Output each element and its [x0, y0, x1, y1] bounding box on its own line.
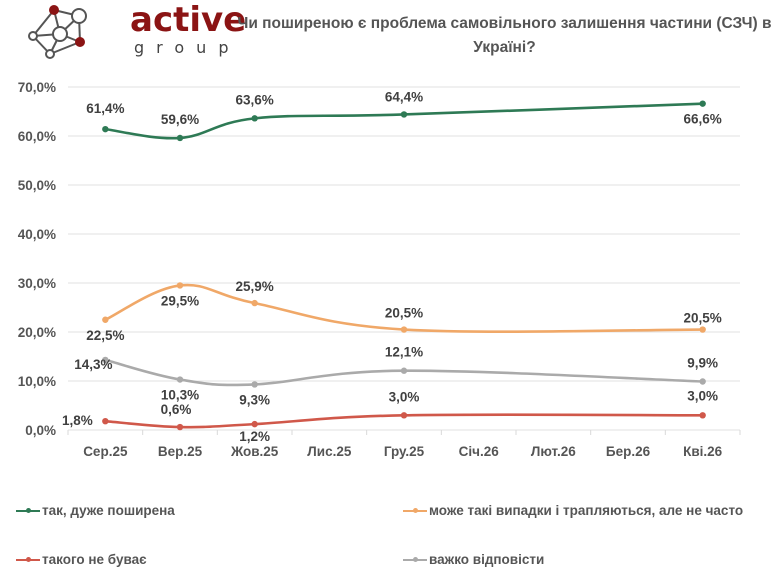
data-label: 25,9% — [236, 279, 274, 294]
active-group-logo: active group — [28, 0, 246, 64]
legend-label: може такі випадки і трапляються, але не … — [429, 503, 744, 518]
data-label: 3,0% — [687, 388, 718, 403]
x-tick-label: Вер.25 — [158, 444, 203, 459]
y-tick-label: 30,0% — [18, 276, 56, 291]
legend-item: так, дуже поширена — [16, 503, 175, 518]
x-tick-label: Сер.25 — [83, 444, 128, 459]
x-tick-label: Жов.25 — [230, 444, 279, 459]
x-tick-label: Бер.26 — [606, 444, 651, 459]
data-point — [176, 423, 184, 431]
legend-swatch-icon — [16, 506, 40, 516]
data-point — [400, 326, 408, 333]
data-label: 12,1% — [385, 345, 423, 360]
legend-label: так, дуже поширена — [42, 503, 175, 518]
legend-swatch-icon — [16, 555, 40, 565]
data-label: 1,8% — [62, 413, 93, 428]
y-tick-label: 10,0% — [18, 374, 56, 389]
data-point — [176, 376, 184, 383]
y-tick-label: 50,0% — [18, 178, 56, 193]
data-point — [176, 282, 184, 289]
series-line — [104, 283, 703, 333]
data-point — [102, 125, 109, 133]
y-tick-label: 0,0% — [25, 423, 56, 438]
x-tick-label: Гру.25 — [384, 444, 425, 459]
data-label: 66,6% — [684, 112, 722, 127]
legend-swatch-icon — [403, 506, 427, 516]
data-label: 61,4% — [86, 101, 124, 116]
data-label: 1,2% — [239, 429, 270, 444]
chart-title: Чи поширеною є проблема самовільного зал… — [237, 15, 772, 56]
data-point — [699, 412, 706, 419]
data-point — [176, 134, 184, 142]
data-point — [400, 412, 408, 419]
data-label: 9,9% — [687, 355, 718, 370]
series-line — [105, 358, 703, 387]
legend-label: важко відповісти — [429, 552, 545, 567]
legend-swatch-icon — [403, 555, 427, 565]
logo-subword: group — [134, 38, 241, 57]
y-tick-label: 20,0% — [18, 325, 56, 340]
data-point — [102, 417, 109, 425]
data-label: 20,5% — [684, 311, 722, 326]
data-point — [102, 356, 109, 364]
x-tick-label: Лис.25 — [307, 444, 352, 459]
data-point — [102, 316, 109, 323]
data-label: 22,5% — [86, 328, 124, 343]
data-label: 20,5% — [385, 306, 423, 321]
legend-label: такого не буває — [42, 552, 147, 567]
data-label: 3,0% — [389, 389, 420, 404]
legend-item: може такі випадки і трапляються, але не … — [403, 503, 743, 518]
data-label: 10,3% — [161, 388, 199, 403]
data-label: 0,6% — [161, 402, 192, 417]
data-label: 29,5% — [161, 293, 199, 308]
x-tick-label: Лют.26 — [531, 444, 576, 459]
data-label: 63,6% — [236, 92, 274, 107]
data-point — [251, 381, 258, 388]
y-tick-label: 70,0% — [18, 80, 56, 95]
series-line — [105, 413, 703, 429]
data-point — [251, 420, 258, 428]
x-tick-label: Кві.26 — [683, 444, 723, 459]
data-label: 9,3% — [239, 392, 270, 407]
data-point — [400, 367, 408, 374]
data-label: 14,3% — [74, 357, 112, 372]
data-label: 59,6% — [161, 112, 199, 127]
y-tick-label: 40,0% — [18, 227, 56, 242]
legend-item: такого не буває — [16, 552, 147, 567]
logo-word: active — [130, 0, 247, 40]
data-point — [699, 378, 706, 385]
network-logo-icon — [28, 5, 87, 59]
data-point — [699, 326, 706, 333]
data-point — [251, 299, 258, 307]
legend-item: важко відповісти — [403, 552, 544, 567]
x-tick-label: Січ.26 — [459, 444, 500, 459]
y-tick-label: 60,0% — [18, 129, 56, 144]
data-label: 64,4% — [385, 89, 423, 104]
data-point — [400, 111, 408, 118]
data-point — [251, 115, 258, 122]
data-point — [699, 100, 706, 107]
